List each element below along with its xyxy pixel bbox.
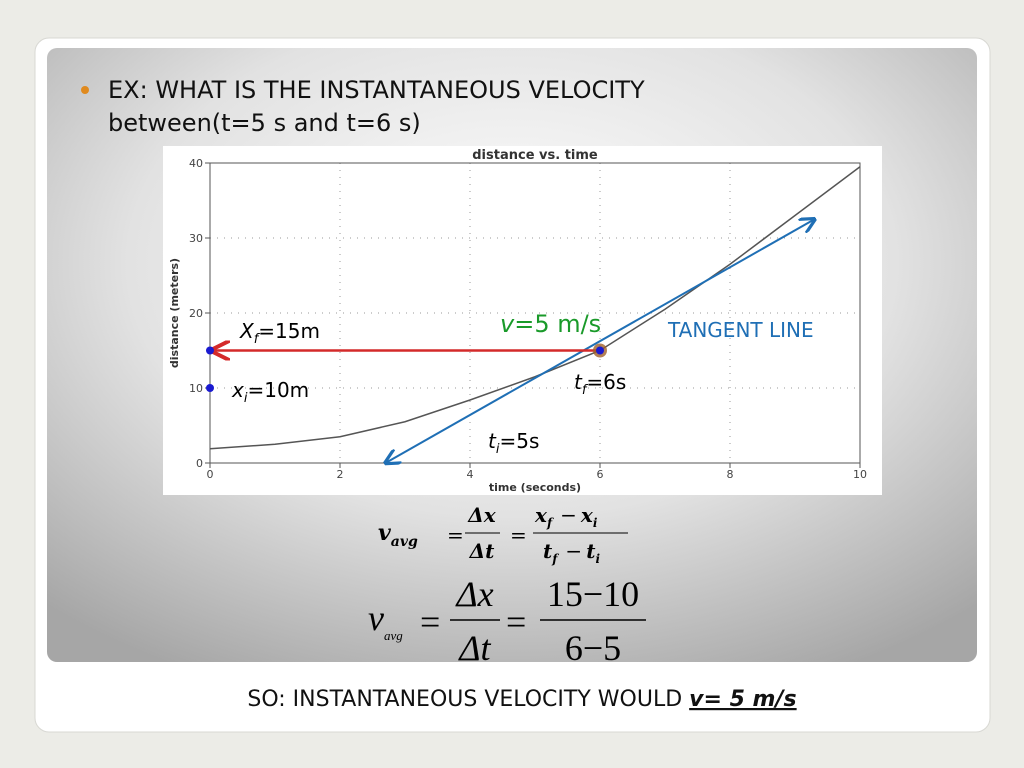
y-tick-label: 40 bbox=[189, 157, 203, 170]
formula-text: vavg bbox=[378, 520, 418, 550]
annotation-base: X bbox=[239, 319, 255, 343]
annotation-rest: =15m bbox=[258, 319, 320, 343]
formula-text: vavg bbox=[368, 598, 403, 643]
annotation: v=5 m/s bbox=[500, 310, 601, 338]
formula-text: = bbox=[420, 602, 440, 642]
annotation: ti=5s bbox=[488, 429, 539, 457]
annotation-base: t bbox=[574, 370, 583, 394]
annotation: Xf=15m bbox=[239, 319, 320, 347]
formula: vavg = Δx Δt = 15−10 6−5 bbox=[368, 574, 646, 668]
formula-text: Δt bbox=[457, 628, 491, 668]
y-tick-label: 10 bbox=[189, 382, 203, 395]
y-tick-label: 30 bbox=[189, 232, 203, 245]
formula-text: Δx bbox=[454, 574, 493, 614]
formula-text: = bbox=[510, 523, 527, 547]
conclusion: SO: INSTANTANEOUS VELOCITY WOULD v= 5 m/… bbox=[247, 687, 796, 712]
annotation-rest: =6s bbox=[586, 370, 626, 394]
bullet-line: between(t=5 s and t=6 s) bbox=[108, 109, 421, 137]
x-tick-label: 0 bbox=[207, 468, 214, 481]
annotation-base: t bbox=[488, 429, 497, 453]
y-axis-label: distance (meters) bbox=[168, 258, 181, 368]
x-tick-label: 2 bbox=[337, 468, 344, 481]
chart: distance vs. time time (seconds) distance … bbox=[168, 148, 867, 494]
annotation-rest: =5 m/s bbox=[514, 310, 601, 338]
formula-text: = bbox=[447, 523, 464, 547]
bullet bbox=[81, 86, 89, 94]
formula-text: 15−10 bbox=[547, 574, 639, 614]
formula-text: Δx bbox=[467, 503, 497, 527]
y-tick-label: 0 bbox=[196, 457, 203, 470]
formula-text: 6−5 bbox=[565, 628, 621, 668]
annotation: xi=10m bbox=[231, 378, 309, 406]
annotation-base: v bbox=[500, 310, 515, 338]
x-tick-label: 10 bbox=[853, 468, 867, 481]
formula: vavg = Δx Δt = xf − xi tf − ti bbox=[378, 503, 628, 566]
formula-text: xf − xi bbox=[534, 503, 598, 530]
annotation-rest: =10m bbox=[247, 378, 309, 402]
annotation-base: x bbox=[231, 378, 244, 402]
y-tick-label: 20 bbox=[189, 307, 203, 320]
x-tick-label: 8 bbox=[727, 468, 734, 481]
marker bbox=[206, 384, 214, 392]
annotation: tf=6s bbox=[574, 370, 626, 398]
annotation-rest: =5s bbox=[499, 429, 539, 453]
x-tick-label: 4 bbox=[467, 468, 474, 481]
annotation-sub: f bbox=[582, 383, 589, 398]
annotation-sub: i bbox=[244, 391, 248, 406]
x-axis-label: time (seconds) bbox=[489, 481, 581, 494]
formula-text: = bbox=[506, 602, 526, 642]
formula-text: tf − ti bbox=[543, 539, 600, 566]
tangent-line bbox=[386, 219, 815, 463]
annotation-sub: i bbox=[496, 442, 500, 457]
marker bbox=[206, 346, 214, 355]
bullet-line: EX: WHAT IS THE INSTANTANEOUS VELOCITY bbox=[108, 76, 645, 104]
series-label: TANGENT LINE bbox=[667, 318, 814, 342]
formula-text: Δt bbox=[469, 539, 496, 563]
x-tick-label: 6 bbox=[597, 468, 604, 481]
chart-title: distance vs. time bbox=[472, 148, 598, 163]
annotation-sub: f bbox=[254, 332, 261, 347]
marker bbox=[596, 346, 604, 355]
